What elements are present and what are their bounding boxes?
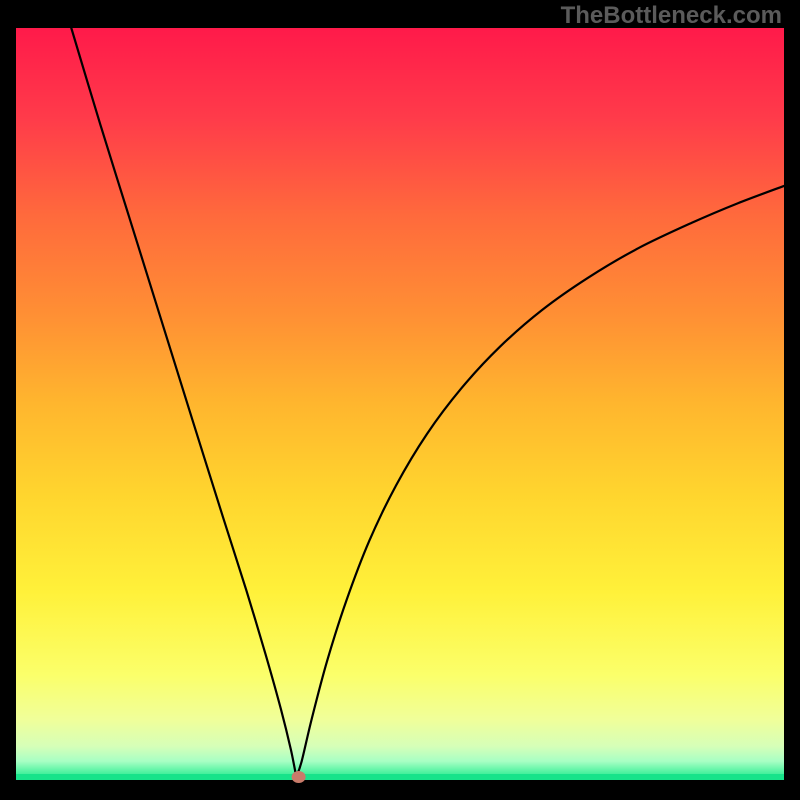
minimum-marker xyxy=(292,771,306,783)
chart-svg xyxy=(0,0,800,800)
plot-background xyxy=(16,28,784,780)
chart-container: TheBottleneck.com xyxy=(0,0,800,800)
watermark-text: TheBottleneck.com xyxy=(561,2,782,30)
